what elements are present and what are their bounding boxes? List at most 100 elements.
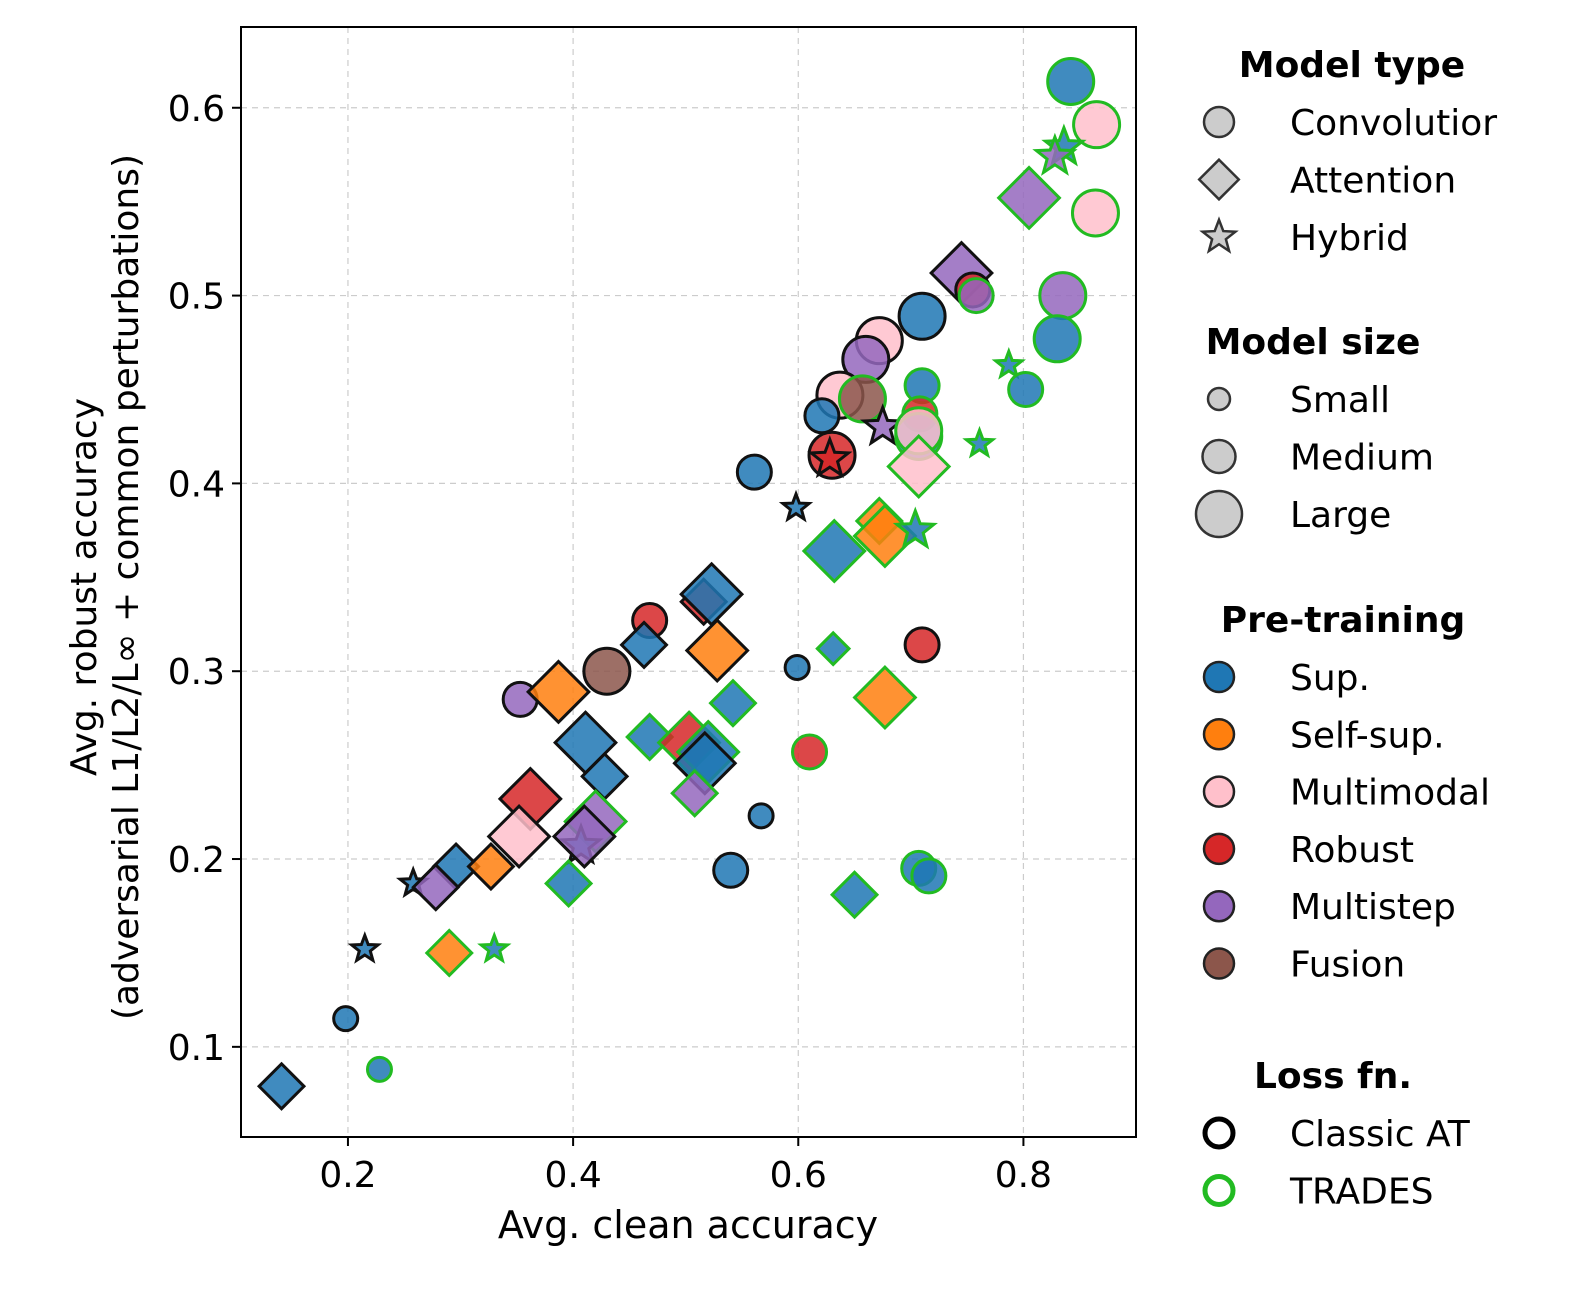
legend-title-pretraining: Pre-training (1221, 600, 1465, 641)
legend-marker-size-large (1194, 489, 1244, 539)
y-axis-label-line2: (adversarial L1/L2/L∞ + common perturbat… (106, 154, 147, 1020)
x-tick-label: 0.4 (544, 1155, 601, 1196)
legend-marker-self (1202, 718, 1236, 751)
legend-label-self: Self-sup. (1290, 715, 1445, 756)
data-point-diamond-sup (619, 620, 669, 670)
legend-title-model-type: Model type (1239, 45, 1465, 86)
x-tick-label: 0.6 (770, 1155, 827, 1196)
legend-marker-trades (1202, 1174, 1236, 1207)
data-point-star-multistep (1032, 132, 1078, 176)
data-point-circle-fusion (582, 646, 632, 696)
legend-marker-circle (1202, 105, 1236, 139)
data-point-diamond-multistep (411, 862, 461, 912)
legend-loss: Classic AT TRADES (1202, 1114, 1471, 1213)
data-point-diamond-sup (815, 630, 852, 667)
data-point-circle-sup (910, 857, 948, 895)
legend-marker-size-medium (1201, 438, 1237, 475)
data-point-diamond-self (466, 841, 516, 892)
legend-label-multimodal: Multimodal (1290, 773, 1490, 814)
plot-frame (240, 26, 1137, 1138)
legend-marker-star (1199, 216, 1239, 254)
legend-pretraining: Sup. Self-sup. Multimodal Robust Multistep Fu… (1202, 658, 1490, 986)
data-point-diamond-self (852, 665, 918, 730)
data-point-circle-multistep (1038, 271, 1088, 321)
data-points (256, 56, 1122, 1111)
data-point-star-sup (892, 506, 938, 550)
legend-label-fusion: Fusion (1290, 945, 1405, 986)
data-point-circle-multimodal (1070, 188, 1120, 238)
data-point-star-sup (347, 931, 383, 964)
legend-label-star: Hybrid (1290, 218, 1409, 259)
data-point-circle-sup (803, 397, 841, 435)
y-axis-label-line1: Avg. robust accuracy (64, 398, 105, 776)
y-tick-label: 0.1 (168, 1028, 225, 1069)
data-point-diamond-sup (256, 1061, 307, 1111)
data-point-diamond-sup (829, 870, 880, 920)
legend-title-model-size: Model size (1206, 322, 1421, 363)
y-tick-label: 0.5 (168, 277, 225, 318)
legend-marker-size-small (1206, 386, 1232, 412)
x-axis-label: Avg. clean accuracy (498, 1203, 878, 1247)
x-tick-label: 0.8 (995, 1155, 1052, 1196)
grid-lines (241, 27, 1136, 1137)
data-point-diamond-self (684, 618, 750, 684)
legend-label-multistep: Multistep (1290, 887, 1456, 928)
data-point-circle-robust (791, 733, 829, 771)
data-point-circle-sup (1046, 56, 1096, 106)
legend-label-size-small: Small (1290, 380, 1390, 421)
data-point-diamond-multimodal (486, 804, 552, 869)
y-axis-ticks: 0.1 0.2 0.3 0.4 0.5 0.6 (168, 89, 241, 1069)
data-point-diamond-sup (801, 518, 867, 584)
y-tick-label: 0.2 (168, 840, 225, 881)
x-axis-ticks: 0.2 0.4 0.6 0.8 (319, 1137, 1052, 1196)
legend-label-size-medium: Medium (1290, 438, 1434, 479)
data-point-circle-sup (783, 653, 811, 681)
data-point-circle-sup (712, 851, 750, 889)
data-point-circle-sup (897, 291, 947, 341)
data-point-circle-multimodal (1072, 100, 1122, 150)
legend-model-size: Small Medium Large (1194, 380, 1434, 539)
data-point-circle-sup (332, 1005, 360, 1033)
data-point-diamond-multimodal (886, 434, 952, 499)
legend-marker-classic (1202, 1116, 1236, 1150)
data-point-diamond-sup (679, 561, 745, 627)
data-point-circle-fusion (837, 374, 887, 424)
legend-marker-robust (1202, 832, 1236, 866)
legend-marker-diamond (1197, 157, 1241, 202)
legend-model-type: Convolutior Attention Hybrid (1197, 103, 1497, 259)
data-point-diamond-sup (544, 858, 594, 909)
legend-label-classic: Classic AT (1290, 1114, 1471, 1155)
legend-label-diamond: Attention (1290, 161, 1456, 202)
data-point-diamond-multistep (551, 804, 617, 869)
data-point-star-sup (991, 347, 1026, 380)
data-point-star-sup (477, 931, 512, 964)
data-point-diamond-multistep (996, 165, 1062, 231)
data-point-star-robust (807, 435, 853, 479)
data-point-diamond-self (525, 659, 591, 725)
legend-label-size-large: Large (1290, 495, 1391, 536)
legend-title-loss: Loss fn. (1254, 1056, 1412, 1097)
data-point-circle-multistep (957, 277, 995, 315)
data-point-circle-sup (1032, 314, 1082, 364)
legend-marker-sup (1202, 660, 1236, 694)
y-tick-label: 0.6 (168, 89, 225, 130)
data-point-star-sup (962, 425, 997, 459)
data-point-circle-sup (365, 1055, 393, 1083)
x-tick-label: 0.2 (319, 1155, 376, 1196)
legend-marker-multistep (1202, 889, 1236, 923)
data-point-diamond-self (424, 928, 474, 978)
legend-label-circle: Convolutior (1290, 103, 1497, 144)
y-tick-label: 0.4 (168, 464, 225, 505)
data-point-diamond-sup (708, 678, 758, 728)
y-tick-label: 0.3 (168, 652, 225, 693)
data-point-circle-robust (903, 626, 941, 664)
data-point-diamond-sup (625, 712, 675, 762)
data-point-circle-sup (1007, 370, 1045, 408)
legend-marker-fusion (1202, 947, 1236, 980)
legend-label-trades: TRADES (1289, 1172, 1434, 1213)
data-point-circle-sup (747, 802, 775, 830)
data-point-diamond-multistep (670, 768, 720, 818)
legend-marker-multimodal (1202, 775, 1236, 808)
data-point-star-sup (778, 489, 814, 523)
